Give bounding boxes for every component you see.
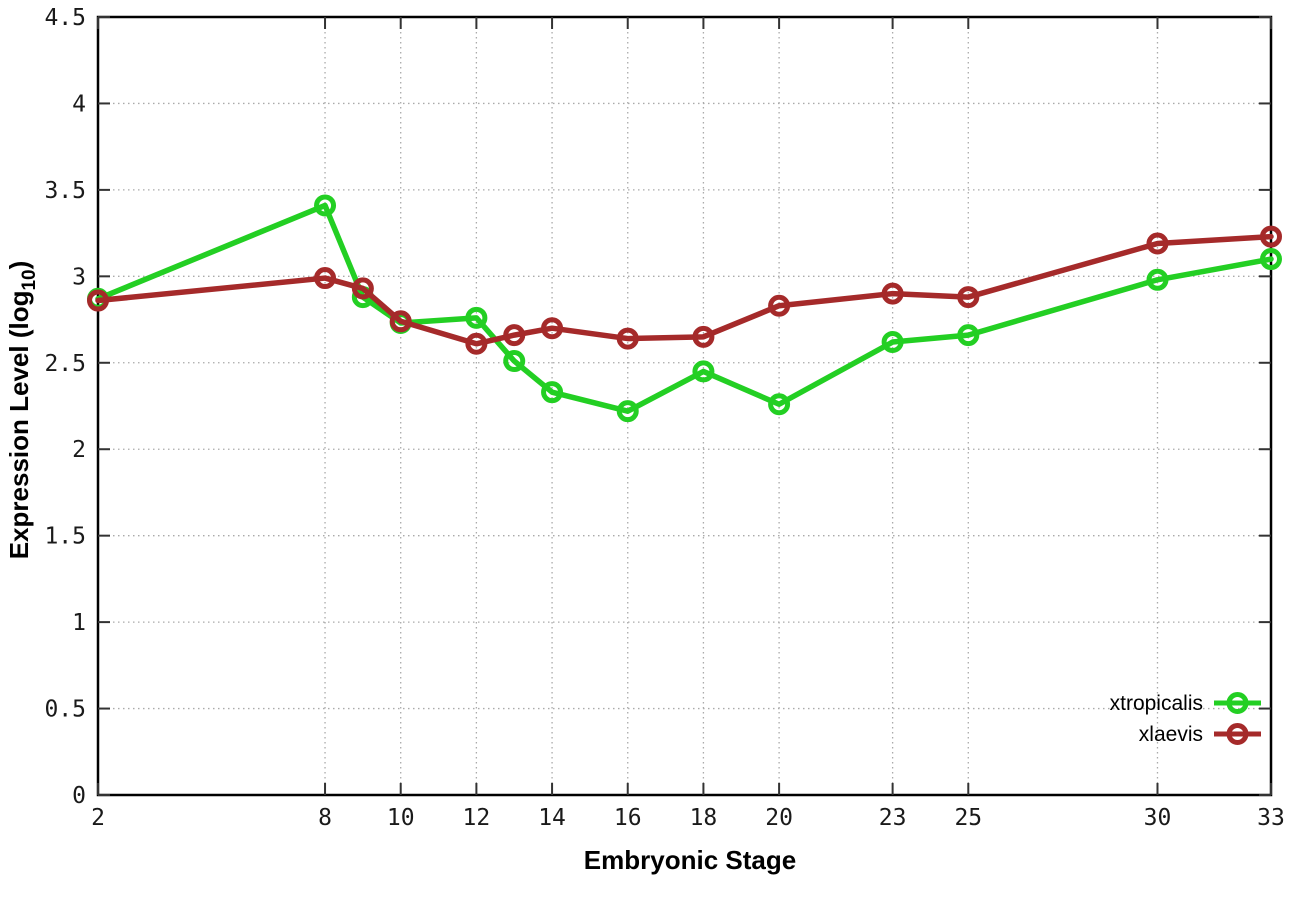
x-tick-label: 23 bbox=[879, 805, 907, 831]
data-point-xlaevis-stage-13 bbox=[503, 324, 526, 347]
series-line-xtropicalis bbox=[95, 202, 1274, 414]
y-axis-title-sub: 10 bbox=[19, 269, 40, 290]
plot-border bbox=[96, 15, 1273, 797]
data-point-xlaevis-stage-8 bbox=[314, 267, 337, 290]
legend-item-xtropicalis: xtropicalis bbox=[1110, 692, 1261, 715]
data-point-xlaevis-stage-23 bbox=[881, 282, 904, 305]
x-tick-label: 10 bbox=[387, 805, 415, 831]
series-line-xlaevis bbox=[95, 233, 1274, 347]
y-axis-title-main: Expression Level (log bbox=[4, 291, 34, 560]
y-tick-label: 1 bbox=[72, 610, 86, 636]
y-tick-label: 1.5 bbox=[44, 524, 86, 550]
legend-label-xlaevis: xlaevis bbox=[1139, 723, 1203, 746]
legend-layer: xtropicalis xlaevis bbox=[1110, 692, 1261, 746]
legend-label-xtropicalis: xtropicalis bbox=[1110, 692, 1203, 715]
x-tick-label: 20 bbox=[765, 805, 793, 831]
data-point-xtropicalis-stage-18 bbox=[692, 360, 715, 383]
x-tick-label: 12 bbox=[463, 805, 491, 831]
y-tick-label: 4.5 bbox=[44, 5, 86, 31]
data-point-xtropicalis-stage-20 bbox=[768, 393, 791, 416]
legend-marker-icon bbox=[1226, 723, 1249, 745]
x-tick-label: 33 bbox=[1257, 805, 1285, 831]
x-tick-label: 18 bbox=[690, 805, 718, 831]
y-tick-label: 2.5 bbox=[44, 351, 86, 377]
y-tick-label: 0.5 bbox=[44, 697, 86, 723]
x-tick-label: 2 bbox=[91, 805, 105, 831]
data-point-xlaevis-stage-9 bbox=[351, 277, 374, 300]
data-point-xtropicalis-stage-16 bbox=[616, 400, 639, 423]
axes-layer: 2 8 10 12 14 16 18 20 23 25 30 33 0 0.5 1 1.5 2 2.5 3 3.5 4 4… bbox=[44, 5, 1284, 831]
data-point-xlaevis-stage-18 bbox=[692, 325, 715, 348]
data-point-xlaevis-stage-33 bbox=[1260, 225, 1282, 248]
x-tick-label: 30 bbox=[1144, 805, 1172, 831]
data-point-xlaevis-stage-2 bbox=[87, 289, 109, 312]
grid-layer bbox=[98, 17, 1271, 795]
data-point-xtropicalis-stage-23 bbox=[881, 331, 904, 354]
y-axis-title-suffix: ) bbox=[4, 261, 34, 270]
series-layer bbox=[87, 194, 1282, 423]
data-point-xtropicalis-stage-13 bbox=[503, 350, 526, 373]
x-tick-label: 14 bbox=[538, 805, 566, 831]
data-point-xtropicalis-stage-30 bbox=[1146, 268, 1169, 291]
data-point-xtropicalis-stage-25 bbox=[957, 324, 980, 347]
data-point-xlaevis-stage-16 bbox=[616, 327, 639, 350]
legend-item-xlaevis: xlaevis bbox=[1139, 723, 1261, 746]
y-tick-label: 0 bbox=[72, 783, 86, 809]
y-tick-label: 3.5 bbox=[44, 178, 86, 204]
data-point-xtropicalis-stage-33 bbox=[1260, 248, 1282, 271]
y-tick-label: 2 bbox=[72, 437, 86, 463]
y-axis-title: Expression Level (log10) bbox=[4, 261, 40, 560]
data-point-xlaevis-stage-12 bbox=[465, 332, 488, 355]
data-point-xlaevis-stage-20 bbox=[768, 294, 791, 317]
data-point-xtropicalis-stage-12 bbox=[465, 306, 488, 329]
data-point-xlaevis-stage-10 bbox=[389, 310, 412, 333]
data-point-xtropicalis-stage-14 bbox=[541, 381, 564, 404]
data-point-xlaevis-stage-25 bbox=[957, 286, 980, 309]
y-tick-label: 4 bbox=[72, 91, 86, 117]
x-tick-label: 16 bbox=[614, 805, 642, 831]
data-point-xtropicalis-stage-8 bbox=[314, 194, 337, 217]
legend-marker-icon bbox=[1226, 692, 1249, 714]
y-tick-label: 3 bbox=[72, 264, 86, 290]
data-point-xlaevis-stage-14 bbox=[541, 317, 564, 340]
x-axis-title: Embryonic Stage bbox=[584, 845, 796, 875]
x-tick-label: 8 bbox=[318, 805, 332, 831]
x-tick-label: 25 bbox=[954, 805, 982, 831]
data-point-xlaevis-stage-30 bbox=[1146, 232, 1169, 255]
